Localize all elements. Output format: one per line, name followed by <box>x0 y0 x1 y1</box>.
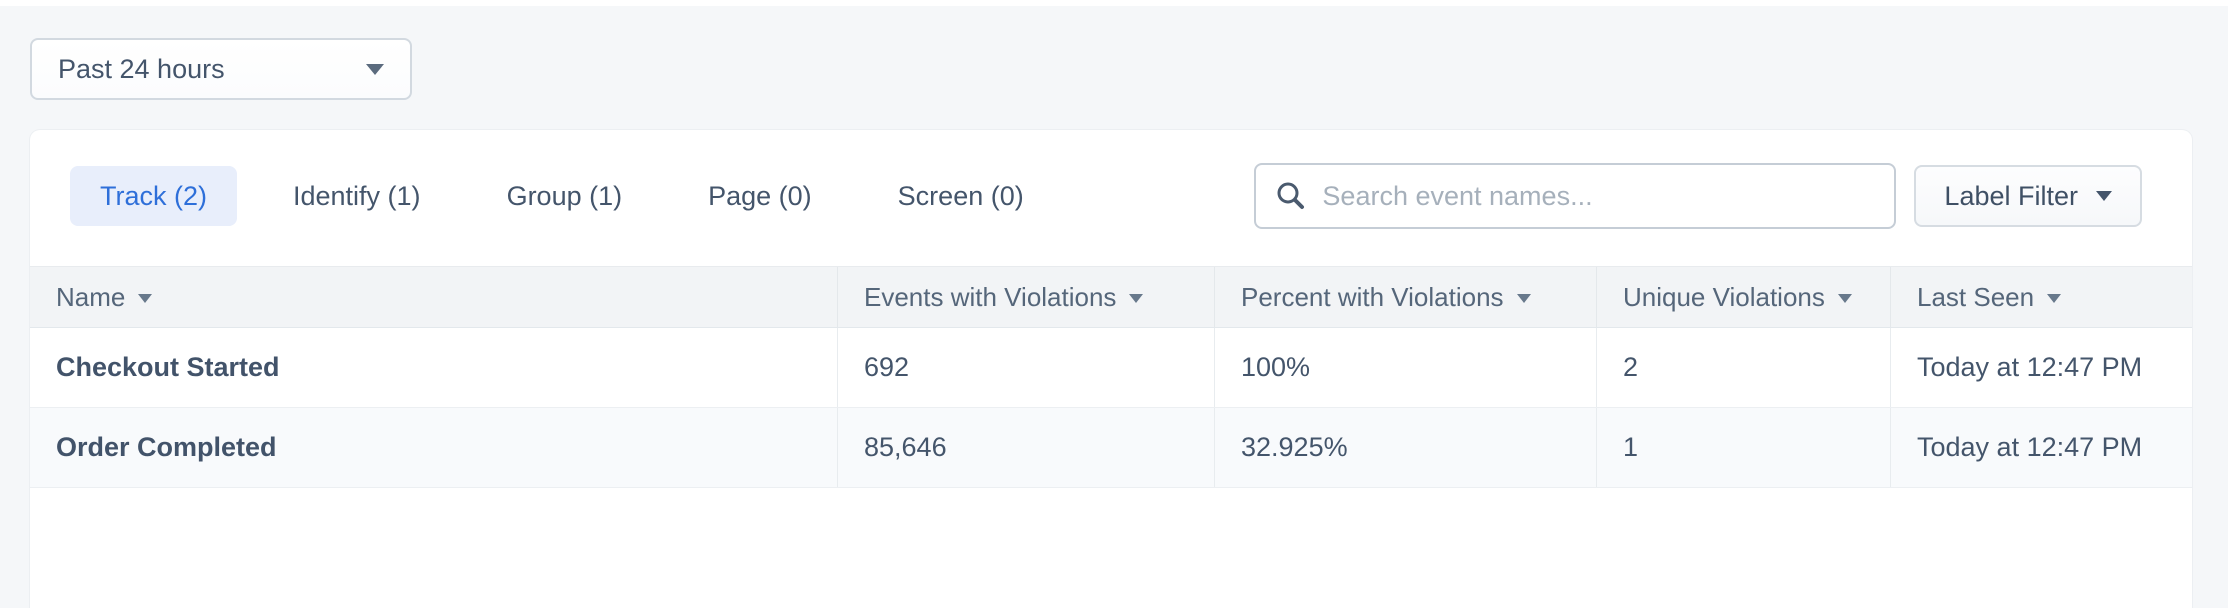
search-box[interactable] <box>1254 163 1897 229</box>
cell-event-name[interactable]: Checkout Started <box>56 352 280 382</box>
label-filter-text: Label Filter <box>1944 180 2078 211</box>
column-header-label: Events with Violations <box>864 281 1117 312</box>
column-header-unique-violations[interactable]: Unique Violations <box>1596 267 1890 327</box>
caret-down-icon <box>2096 191 2112 201</box>
tab-track[interactable]: Track (2) <box>70 166 237 226</box>
column-header-label: Name <box>56 281 126 312</box>
time-range-value: Past 24 hours <box>58 53 225 84</box>
tab-screen[interactable]: Screen (0) <box>868 166 1054 226</box>
cell-percent-with-violations: 32.925% <box>1214 408 1596 487</box>
column-header-label: Last Seen <box>1917 281 2035 312</box>
sort-caret-icon <box>2047 294 2062 303</box>
toolbar: Track (2) Identify (1) Group (1) Page (0… <box>30 130 2192 266</box>
sort-caret-icon <box>1129 294 1144 303</box>
caret-down-icon <box>366 63 384 75</box>
cell-events-with-violations: 692 <box>837 328 1214 407</box>
tab-page[interactable]: Page (0) <box>678 166 842 226</box>
cell-event-name[interactable]: Order Completed <box>56 432 277 462</box>
cell-unique-violations: 2 <box>1596 328 1890 407</box>
column-header-events-with-violations[interactable]: Events with Violations <box>837 267 1214 327</box>
event-type-tabs: Track (2) Identify (1) Group (1) Page (0… <box>70 166 1054 226</box>
column-header-label: Percent with Violations <box>1241 281 1504 312</box>
violations-card: Track (2) Identify (1) Group (1) Page (0… <box>30 130 2192 608</box>
sort-caret-icon <box>1516 294 1531 303</box>
toolbar-right: Label Filter <box>1254 163 2142 229</box>
column-header-label: Unique Violations <box>1623 281 1825 312</box>
column-header-percent-with-violations[interactable]: Percent with Violations <box>1214 267 1596 327</box>
cell-unique-violations: 1 <box>1596 408 1890 487</box>
sort-caret-icon <box>1837 294 1852 303</box>
time-range-dropdown[interactable]: Past 24 hours <box>30 38 412 100</box>
search-icon <box>1277 182 1305 209</box>
cell-events-with-violations: 85,646 <box>837 408 1214 487</box>
search-input[interactable] <box>1322 180 1877 212</box>
table-row[interactable]: Order Completed 85,646 32.925% 1 Today a… <box>30 408 2192 488</box>
tab-group[interactable]: Group (1) <box>477 166 653 226</box>
violations-table: Name Events with Violations Percent with… <box>30 266 2192 488</box>
table-header-row: Name Events with Violations Percent with… <box>30 266 2192 328</box>
column-header-name[interactable]: Name <box>30 267 837 327</box>
table-row[interactable]: Checkout Started 692 100% 2 Today at 12:… <box>30 328 2192 408</box>
tab-identify[interactable]: Identify (1) <box>263 166 451 226</box>
top-strip <box>0 0 2228 6</box>
cell-last-seen: Today at 12:47 PM <box>1890 408 2192 487</box>
label-filter-button[interactable]: Label Filter <box>1914 165 2142 227</box>
column-header-last-seen[interactable]: Last Seen <box>1890 267 2192 327</box>
sort-caret-icon <box>138 294 153 303</box>
cell-last-seen: Today at 12:47 PM <box>1890 328 2192 407</box>
cell-percent-with-violations: 100% <box>1214 328 1596 407</box>
